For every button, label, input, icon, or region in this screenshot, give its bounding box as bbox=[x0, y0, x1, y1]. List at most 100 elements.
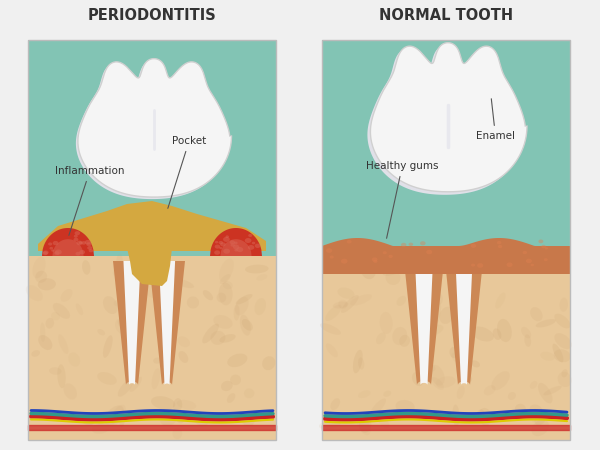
Ellipse shape bbox=[530, 264, 534, 266]
Polygon shape bbox=[159, 261, 175, 385]
Ellipse shape bbox=[388, 255, 393, 258]
Ellipse shape bbox=[521, 327, 531, 338]
Ellipse shape bbox=[233, 305, 239, 320]
Ellipse shape bbox=[103, 335, 113, 358]
Ellipse shape bbox=[40, 323, 46, 342]
Ellipse shape bbox=[255, 243, 260, 248]
Ellipse shape bbox=[173, 279, 194, 288]
Ellipse shape bbox=[76, 241, 83, 245]
Ellipse shape bbox=[452, 405, 460, 427]
Ellipse shape bbox=[559, 297, 568, 312]
Polygon shape bbox=[113, 261, 151, 385]
Ellipse shape bbox=[211, 331, 226, 345]
Polygon shape bbox=[367, 46, 524, 195]
Ellipse shape bbox=[479, 408, 492, 426]
Ellipse shape bbox=[422, 324, 443, 337]
Ellipse shape bbox=[439, 306, 454, 324]
Ellipse shape bbox=[53, 303, 70, 319]
Ellipse shape bbox=[532, 409, 537, 423]
Ellipse shape bbox=[434, 277, 441, 298]
Ellipse shape bbox=[31, 350, 40, 357]
Ellipse shape bbox=[38, 278, 56, 290]
Ellipse shape bbox=[146, 284, 160, 298]
Ellipse shape bbox=[376, 333, 386, 344]
Ellipse shape bbox=[538, 239, 544, 243]
Ellipse shape bbox=[89, 249, 93, 252]
Ellipse shape bbox=[541, 245, 546, 248]
Ellipse shape bbox=[220, 274, 230, 284]
Ellipse shape bbox=[153, 358, 161, 364]
Ellipse shape bbox=[227, 393, 235, 403]
Polygon shape bbox=[42, 228, 94, 256]
Ellipse shape bbox=[248, 234, 252, 237]
Ellipse shape bbox=[43, 250, 49, 255]
Ellipse shape bbox=[230, 374, 241, 385]
Ellipse shape bbox=[242, 412, 255, 426]
Text: Pocket: Pocket bbox=[168, 136, 206, 208]
Ellipse shape bbox=[61, 289, 73, 302]
Ellipse shape bbox=[471, 264, 475, 266]
Ellipse shape bbox=[409, 243, 413, 246]
Polygon shape bbox=[124, 261, 140, 385]
Ellipse shape bbox=[219, 247, 222, 249]
Ellipse shape bbox=[172, 428, 182, 439]
Ellipse shape bbox=[76, 252, 80, 256]
Ellipse shape bbox=[341, 259, 347, 264]
Ellipse shape bbox=[397, 296, 406, 306]
Ellipse shape bbox=[55, 249, 62, 255]
Ellipse shape bbox=[530, 405, 543, 416]
Ellipse shape bbox=[46, 318, 54, 328]
Polygon shape bbox=[210, 228, 262, 256]
Polygon shape bbox=[445, 261, 483, 385]
Ellipse shape bbox=[326, 248, 332, 253]
Polygon shape bbox=[370, 43, 527, 192]
Text: Enamel: Enamel bbox=[476, 99, 515, 141]
Ellipse shape bbox=[48, 243, 52, 246]
Bar bbox=[322, 40, 570, 256]
Ellipse shape bbox=[554, 314, 571, 328]
Ellipse shape bbox=[97, 372, 117, 385]
Polygon shape bbox=[28, 425, 276, 430]
Ellipse shape bbox=[554, 349, 571, 362]
Polygon shape bbox=[52, 239, 83, 256]
Ellipse shape bbox=[235, 297, 249, 315]
Polygon shape bbox=[370, 43, 527, 192]
Polygon shape bbox=[220, 239, 251, 256]
Ellipse shape bbox=[97, 329, 105, 335]
Ellipse shape bbox=[554, 333, 572, 349]
Ellipse shape bbox=[221, 381, 233, 391]
Ellipse shape bbox=[118, 318, 133, 328]
Ellipse shape bbox=[242, 319, 253, 331]
Ellipse shape bbox=[395, 400, 415, 413]
Ellipse shape bbox=[214, 315, 233, 329]
Ellipse shape bbox=[498, 245, 502, 248]
Ellipse shape bbox=[457, 386, 465, 399]
Ellipse shape bbox=[359, 418, 371, 433]
Text: PERIODONTITIS: PERIODONTITIS bbox=[88, 8, 217, 22]
Ellipse shape bbox=[497, 241, 502, 244]
Ellipse shape bbox=[73, 238, 79, 242]
Ellipse shape bbox=[154, 257, 163, 267]
Ellipse shape bbox=[214, 250, 220, 255]
Ellipse shape bbox=[58, 334, 68, 354]
Ellipse shape bbox=[433, 301, 441, 325]
Ellipse shape bbox=[358, 390, 371, 398]
Ellipse shape bbox=[436, 376, 455, 388]
Ellipse shape bbox=[400, 335, 410, 347]
Bar bbox=[322, 40, 570, 440]
Ellipse shape bbox=[245, 238, 251, 243]
Bar bbox=[28, 256, 276, 440]
Ellipse shape bbox=[203, 290, 213, 300]
Ellipse shape bbox=[353, 263, 362, 274]
Ellipse shape bbox=[215, 241, 218, 243]
Polygon shape bbox=[322, 425, 570, 430]
Ellipse shape bbox=[383, 266, 405, 276]
Polygon shape bbox=[76, 61, 229, 199]
Ellipse shape bbox=[331, 398, 340, 410]
Ellipse shape bbox=[353, 350, 363, 374]
Ellipse shape bbox=[223, 237, 230, 242]
Ellipse shape bbox=[234, 242, 238, 244]
Polygon shape bbox=[38, 201, 266, 251]
Ellipse shape bbox=[536, 319, 556, 328]
Ellipse shape bbox=[430, 365, 445, 386]
